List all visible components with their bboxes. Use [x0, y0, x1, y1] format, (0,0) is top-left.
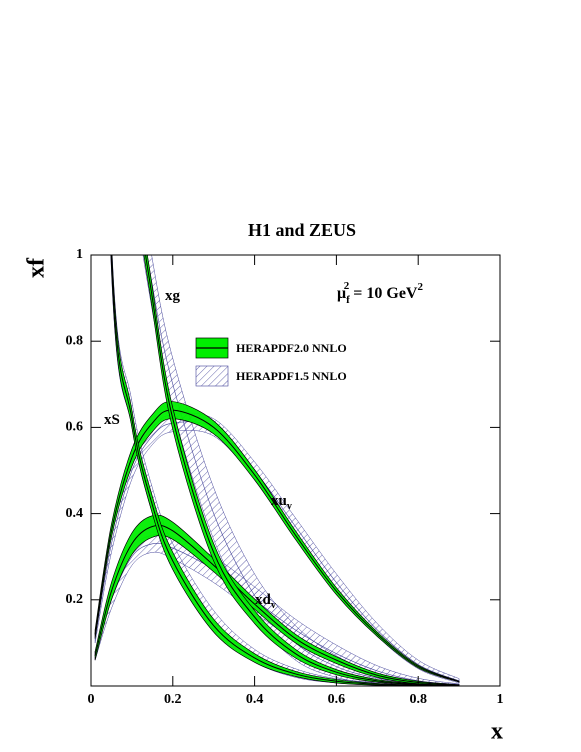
central-line: [110, 255, 460, 686]
curve-label-text: xd: [255, 592, 272, 608]
legend-label: HERAPDF2.0 NNLO: [236, 341, 347, 355]
y-tick-label: 1: [76, 247, 83, 262]
curve-label: xg: [165, 288, 181, 304]
curve-label-text: xS: [104, 412, 120, 428]
annotation: μf2 = 10 GeV2: [337, 280, 423, 306]
curve-label-text: xu: [271, 493, 287, 509]
x-tick-label: 0.2: [164, 692, 182, 707]
y-tick-label: 0.8: [66, 333, 84, 348]
x-tick-label: 0.6: [328, 692, 346, 707]
error-band: [94, 401, 460, 683]
x-tick-label: 1: [497, 692, 504, 707]
x-tick-label: 0.8: [409, 692, 427, 707]
plot-area: [94, 255, 460, 686]
error-band: [142, 255, 460, 686]
central-line: [145, 255, 460, 686]
curve-label: xS: [104, 412, 120, 428]
error-band: [110, 255, 460, 686]
central-line: [146, 255, 460, 686]
curve-label: xdv: [255, 592, 276, 611]
y-tick-label: 0.4: [66, 506, 84, 521]
chart-title: H1 and ZEUS: [248, 220, 356, 240]
curve-label-sub: v: [287, 501, 292, 512]
curve-label: xuv: [271, 493, 292, 512]
y-axis-label: xf: [24, 257, 50, 278]
frame: [90, 254, 501, 687]
x-axis-label: x: [491, 719, 503, 745]
x-tick-label: 0: [88, 692, 95, 707]
central-line: [94, 409, 460, 683]
y-tick-label: 0.2: [66, 592, 84, 607]
curve-label-text: xg: [165, 288, 181, 304]
x-tick-label: 0.4: [246, 692, 264, 707]
legend-swatch: [195, 365, 229, 387]
curve-label-sub: v: [271, 600, 276, 611]
y-tick-label: 0.6: [66, 420, 84, 435]
legend-label: HERAPDF1.5 NNLO: [236, 369, 347, 383]
